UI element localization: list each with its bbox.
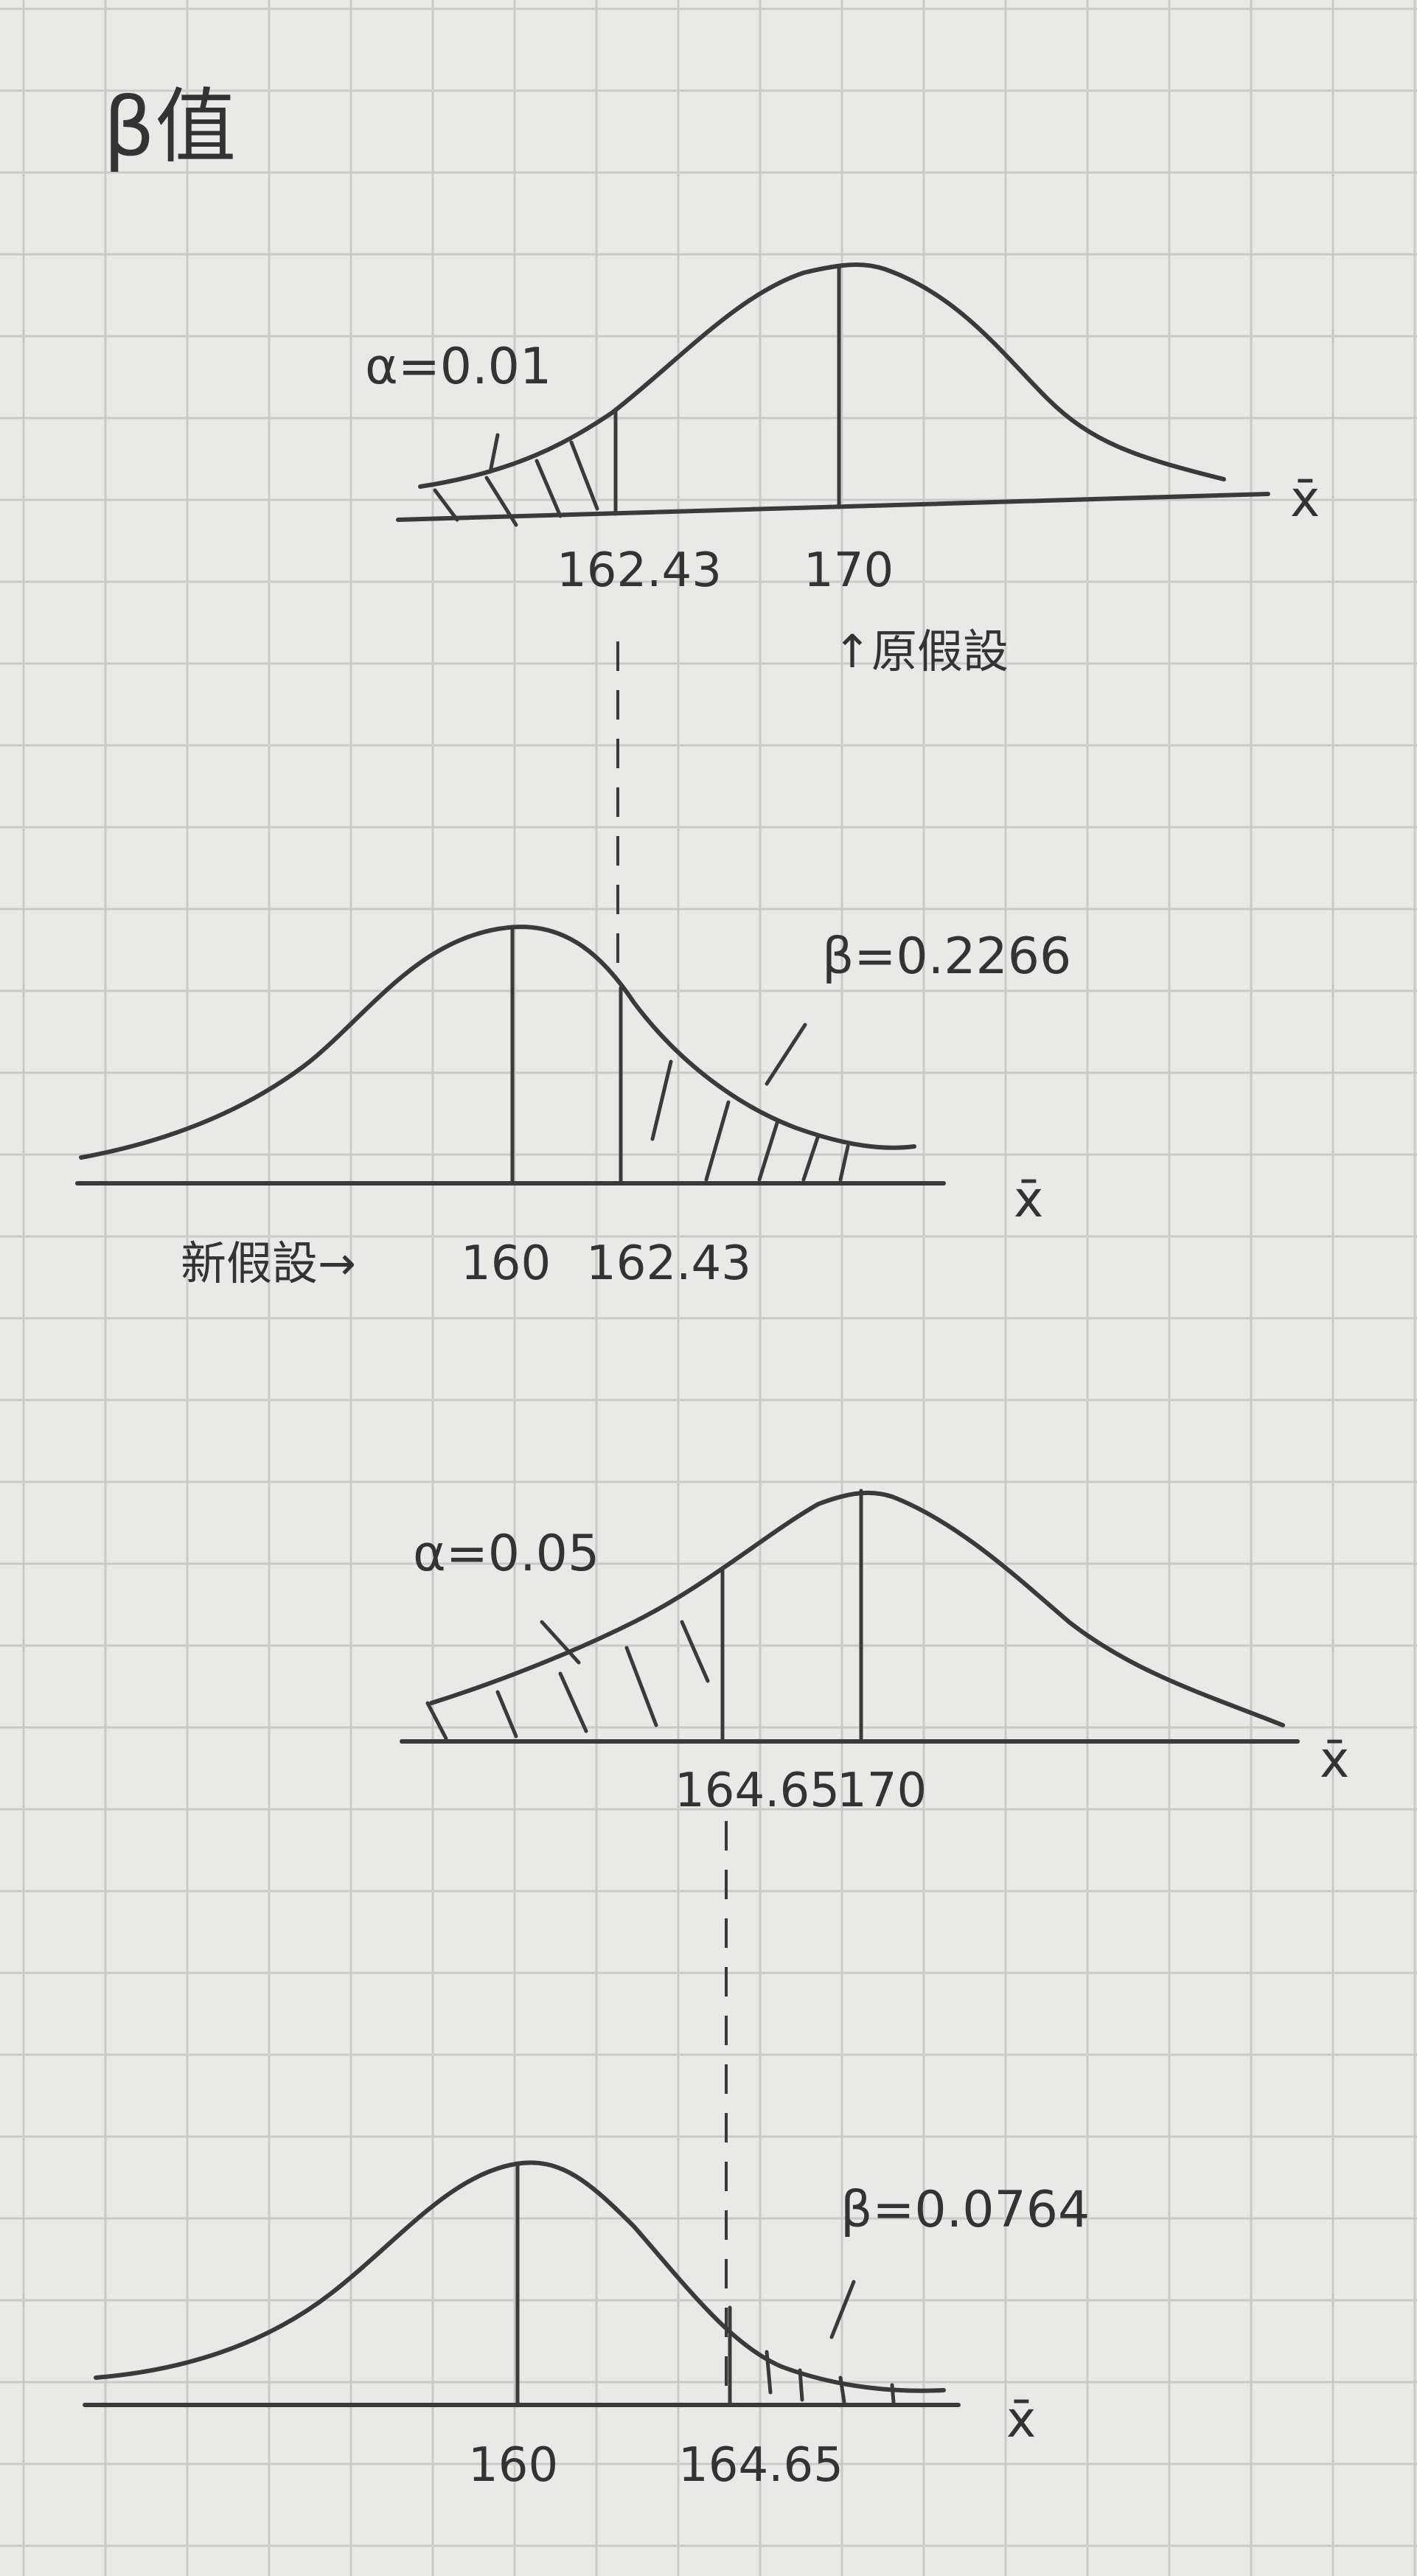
panel-2-beta-02266: x̄ β=0.2266 新假設→ 160 162.43 [75,925,1071,1291]
page-title: β值 [103,80,236,174]
hatch-mark [558,1671,588,1733]
hatch-mark [680,1620,710,1683]
panel-4-beta-00764: x̄ β=0.0764 160 164.65 [83,2160,1090,2493]
beta-label: β=0.2266 [822,927,1071,986]
hatch-mark [433,488,459,522]
panel-3-alpha-005: x̄ α=0.05 164.65 170 [400,1489,1349,1818]
hatch-mark [801,1133,821,1182]
xbar-label: x̄ [1290,470,1320,529]
beta-label: β=0.0764 [840,2181,1090,2239]
hatch-mark [624,1646,658,1727]
new-hypothesis-note: 新假設→ [181,1236,356,1290]
mean-value-label: 170 [804,543,894,598]
critical-value-label: 162.43 [586,1236,751,1291]
mean-value-label: 170 [837,1764,927,1818]
alpha-label: α=0.01 [365,338,551,396]
critical-value-label: 164.65 [678,2438,843,2493]
critical-value-label: 164.65 [675,1764,840,1818]
original-hypothesis-note: ↑原假設 [833,624,1009,678]
beta-pointer [765,1023,807,1086]
new-distribution-curve [94,2160,946,2393]
hatch-mark [425,1701,448,1741]
hatch-mark [569,440,599,511]
mean-value-label: 160 [461,1236,551,1291]
mean-value-label: 160 [468,2438,558,2493]
hatch-mark [890,2383,896,2404]
hatch-mark [484,476,518,527]
hatch-mark [535,459,563,518]
original-distribution-curve [418,262,1226,489]
x-axis [396,492,1270,522]
xbar-label: x̄ [1006,2391,1036,2449]
alpha-pointer [488,433,500,474]
hatch-mark [838,2375,846,2404]
hatch-mark [650,1059,673,1141]
hatch-mark [798,2368,804,2402]
panel-1-alpha-001: x̄ α=0.01 162.43 170 ↑原假設 [365,262,1320,678]
hatch-mark [765,2350,773,2395]
hatch-mark [704,1100,731,1182]
hatch-mark [838,1144,850,1182]
beta-pointer [829,2280,856,2339]
critical-value-label: 162.43 [557,543,722,598]
alpha-label: α=0.05 [413,1525,599,1583]
new-distribution-curve [79,925,916,1160]
hatch-mark [757,1118,780,1182]
hatch-mark [495,1690,518,1738]
xbar-label: x̄ [1014,1171,1043,1229]
xbar-label: x̄ [1320,1731,1349,1789]
alpha-pointer [540,1620,581,1665]
